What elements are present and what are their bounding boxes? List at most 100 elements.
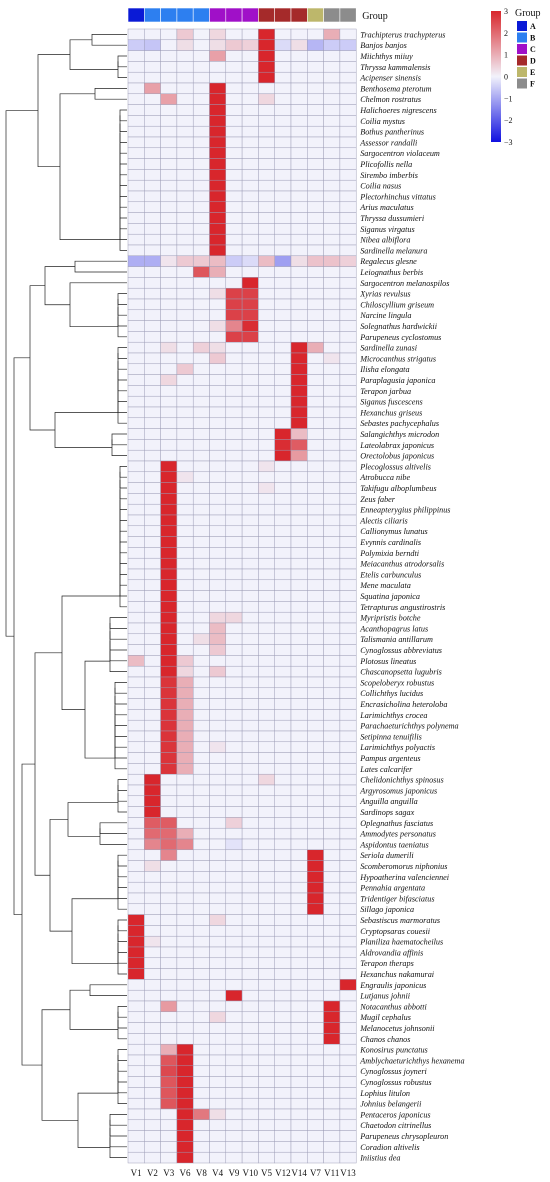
heatmap-cell xyxy=(144,698,161,710)
heatmap-cell xyxy=(192,212,210,224)
heatmap-cell xyxy=(258,719,275,732)
heatmap-cell xyxy=(323,503,341,516)
heatmap-cell xyxy=(192,352,210,365)
heatmap-cell xyxy=(192,946,210,959)
heatmap-cell xyxy=(274,1119,292,1131)
heatmap-cell xyxy=(258,655,275,667)
heatmap-cell xyxy=(127,655,145,667)
heatmap-cell xyxy=(144,482,161,494)
heatmap-cell xyxy=(307,871,324,883)
heatmap-cell xyxy=(274,1022,292,1034)
heatmap-cell xyxy=(339,352,357,365)
heatmap-cell xyxy=(241,514,259,527)
heatmap-cell xyxy=(241,935,259,948)
heatmap-cell xyxy=(290,1119,308,1131)
heatmap-cell xyxy=(323,925,341,937)
dendrogram-branch xyxy=(117,370,127,392)
heatmap-cell xyxy=(176,482,194,494)
heatmap-cell xyxy=(307,277,324,289)
heatmap-cell xyxy=(192,169,210,181)
row-label: Encrasicholina heteroloba xyxy=(359,700,447,709)
heatmap-cell xyxy=(160,341,178,354)
heatmap-cell xyxy=(339,363,357,375)
heatmap-cell xyxy=(307,687,324,699)
heatmap-cell xyxy=(307,655,324,667)
heatmap-cell xyxy=(160,752,178,764)
heatmap-cell xyxy=(339,287,357,300)
heatmap-cell xyxy=(192,158,210,170)
heatmap-cell xyxy=(290,601,308,613)
heatmap-cell xyxy=(225,233,243,246)
heatmap-cell xyxy=(274,925,292,937)
heatmap-cell xyxy=(144,287,161,300)
row-label: Larimichthys crocea xyxy=(359,711,427,720)
heatmap-cell xyxy=(144,493,161,505)
heatmap-cell xyxy=(274,655,292,667)
heatmap-cell xyxy=(127,406,145,419)
heatmap-cell xyxy=(274,298,292,311)
heatmap-cell xyxy=(127,871,145,883)
heatmap-cell xyxy=(323,989,341,1002)
heatmap-cell xyxy=(144,881,161,894)
heatmap-cell xyxy=(258,471,275,483)
heatmap-cell xyxy=(258,1108,275,1121)
row-label: Banjos banjos xyxy=(360,41,407,50)
heatmap-cell xyxy=(323,1076,341,1088)
heatmap-cell xyxy=(144,655,161,667)
heatmap-cell xyxy=(144,741,161,753)
heatmap-cell xyxy=(127,82,145,95)
heatmap-cell xyxy=(160,514,178,527)
heatmap-cell xyxy=(290,579,308,591)
heatmap-cell xyxy=(307,925,324,937)
heatmap-cell xyxy=(176,752,194,764)
heatmap-cell xyxy=(209,773,227,786)
heatmap-cell xyxy=(209,741,227,753)
heatmap-cell xyxy=(241,838,259,851)
heatmap-cell xyxy=(160,363,178,375)
heatmap-cell xyxy=(307,1151,324,1164)
heatmap-cell xyxy=(241,989,259,1002)
heatmap-cell xyxy=(274,935,292,948)
heatmap-cell xyxy=(176,633,194,645)
heatmap-cell xyxy=(176,104,194,116)
heatmap-cell xyxy=(241,687,259,699)
heatmap-cell xyxy=(241,39,259,51)
heatmap-cell xyxy=(323,125,341,138)
heatmap-cell xyxy=(241,525,259,537)
heatmap-cell xyxy=(258,115,275,127)
dendrogram-branch xyxy=(94,88,127,100)
row-label: Paraplagusia japonica xyxy=(359,376,435,385)
heatmap-cell xyxy=(127,428,145,440)
heatmap-cell xyxy=(144,525,161,537)
group-bar-cell xyxy=(209,7,227,23)
heatmap-cell xyxy=(192,590,210,602)
heatmap-cell xyxy=(274,482,292,494)
heatmap-cell xyxy=(127,525,145,537)
heatmap-cell xyxy=(192,493,210,505)
row-label: Pampus argenteus xyxy=(359,754,420,763)
heatmap-cell xyxy=(176,1033,194,1045)
heatmap-cell xyxy=(225,125,243,138)
heatmap-cell xyxy=(127,611,145,624)
row-label: Acanthopagrus latus xyxy=(359,624,428,633)
heatmap-cell xyxy=(258,925,275,937)
dendrogram-branch xyxy=(117,919,127,932)
dendrogram-branch xyxy=(119,115,127,132)
heatmap-cell xyxy=(307,1141,324,1153)
heatmap-cell xyxy=(176,244,194,257)
dendrogram-branch xyxy=(109,1127,127,1148)
heatmap-cell xyxy=(144,838,161,851)
heatmap-cell xyxy=(290,341,308,354)
heatmap-cell xyxy=(209,158,227,170)
heatmap-cell xyxy=(339,71,357,84)
heatmap-cell xyxy=(176,331,194,343)
heatmap-cell xyxy=(241,1043,259,1056)
heatmap-cell xyxy=(339,633,357,645)
heatmap-cell xyxy=(258,147,275,159)
heatmap-cell xyxy=(339,601,357,613)
heatmap-cell xyxy=(160,39,178,51)
heatmap-cell xyxy=(225,1130,243,1142)
group-bar-cell xyxy=(339,7,357,23)
heatmap-cell xyxy=(144,730,161,743)
